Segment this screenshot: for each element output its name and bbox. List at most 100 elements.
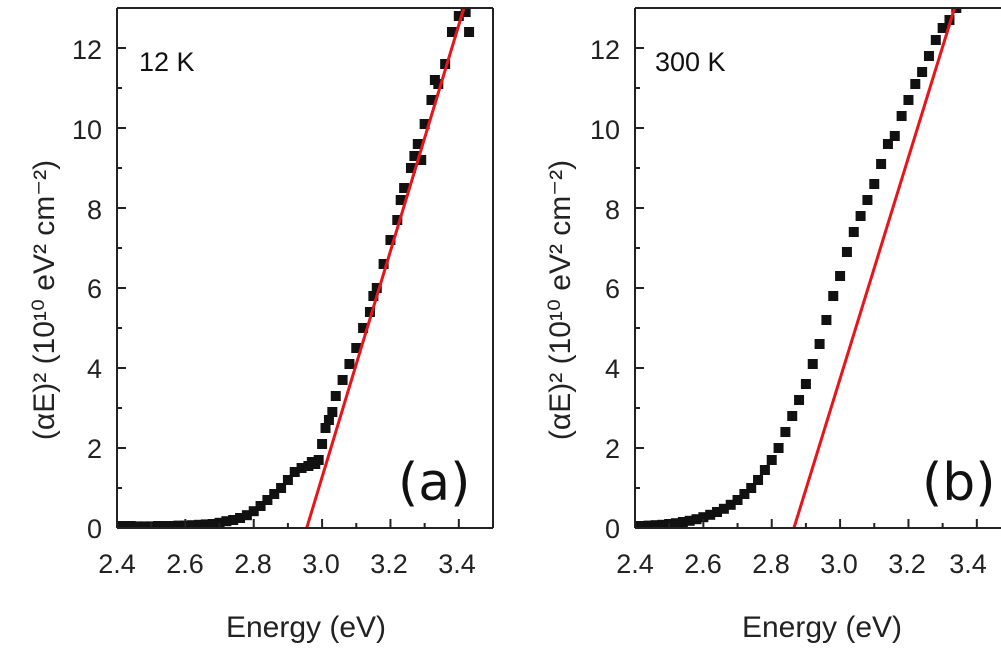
panel-a-data-point [118, 521, 129, 528]
panel-a-data-point [262, 495, 273, 505]
panel-a-data-point [320, 423, 331, 433]
panel-b-xtick: 2.6 [684, 549, 722, 579]
panel-a-xtick: 2.6 [166, 549, 204, 579]
panel-a-data-point [412, 139, 423, 149]
panel-b-ylabel: (αE)² (10¹⁰ eV² cm⁻²) [544, 160, 577, 440]
panel-a-data-point [464, 27, 475, 37]
panel-a-data-point [433, 79, 444, 89]
panel-b-data-point [739, 489, 750, 499]
panel-a-data-point [426, 95, 437, 105]
panel-a-data-point [337, 375, 348, 385]
panel-a-ytick: 0 [87, 514, 102, 544]
panel-a-data-point [378, 259, 389, 269]
panel-b-ytick: 6 [605, 274, 620, 304]
panel-b-data-point [828, 291, 839, 301]
panel-b-data-point [855, 211, 866, 221]
panel-b-data-point [753, 475, 764, 485]
panel-a-data-point [194, 519, 205, 528]
panel-b-xtick: 3.4 [949, 549, 987, 579]
panel-b-data-point [807, 359, 818, 369]
panel-b-data-point [650, 520, 661, 528]
panel-a-data-point [453, 11, 464, 21]
panel-b-data-point [636, 521, 647, 528]
panel-b: (αE)² (10¹⁰ eV² cm⁻²) 0 2 4 6 8 10 12 2.… [544, 7, 1001, 644]
panel-b-data-point [848, 227, 859, 237]
panel-a-data-point [440, 59, 451, 69]
panel-b-data-point [671, 518, 682, 528]
panel-a-ytick: 10 [72, 115, 102, 145]
panel-b-ytick: 12 [590, 35, 620, 65]
panel-a-data-point [330, 391, 341, 401]
panel-a-data-point [125, 521, 136, 528]
panel-a-data-point [289, 467, 300, 477]
panel-b-ytick: 2 [605, 434, 620, 464]
panel-a-ytick: 8 [87, 195, 102, 225]
panel-a-data-point [200, 519, 211, 528]
panel-a-annotation: 12 K [139, 47, 195, 77]
panel-b-fit-line [792, 8, 957, 528]
panel-b-data-point [794, 395, 805, 405]
panel-b-data-point [643, 520, 654, 528]
panel-a-data-point [282, 475, 293, 485]
panel-a-data-point [269, 489, 280, 499]
panel-b-data-point [910, 79, 921, 89]
panel-a-data-point [241, 510, 252, 521]
panel-a-data-point [368, 291, 379, 301]
panel-b-data-point [876, 159, 887, 169]
panel-b-data-point [780, 427, 791, 437]
panel-a-data-point [460, 8, 471, 17]
panel-b-xlabel: Energy (eV) [742, 611, 902, 644]
panel-a-data-point [409, 151, 420, 161]
panel-b-data-point [937, 23, 948, 33]
panel-b-plot-area [635, 8, 962, 528]
panel-a-data-point [351, 343, 362, 353]
panel-a-data-point [416, 155, 427, 165]
panel-b-data-point [712, 507, 723, 517]
panel-b-data-point [889, 131, 900, 141]
panel-b-xtick: 3.0 [820, 549, 858, 579]
panel-a-data-point [296, 463, 307, 473]
panel-b-data-point [759, 465, 770, 475]
panel-a-label: (a) [398, 453, 470, 513]
panel-b-data-point [787, 411, 798, 421]
panel-a-data-point [371, 283, 382, 293]
panel-b-data-point [766, 455, 777, 465]
panel-a-data-point [392, 215, 403, 225]
panel-a-data-point [214, 517, 225, 528]
panel-a-ylabel: (αE)² (10¹⁰ eV² cm⁻²) [28, 160, 61, 440]
panel-b-xtick: 3.2 [888, 549, 926, 579]
panel-b-annotation: 300 K [655, 47, 726, 77]
panel-b-data-point [930, 35, 941, 45]
panel-a-data-point [235, 513, 246, 523]
panel-a: (αE)² (10¹⁰ eV² cm⁻²) 0 2 4 6 8 10 12 2.… [28, 7, 494, 644]
panel-a-ytick: 4 [87, 354, 102, 384]
panel-a-data-point [207, 519, 218, 528]
panel-b-data-point [691, 514, 702, 525]
panel-b-label: (b) [922, 453, 996, 513]
panel-a-data-point [327, 407, 338, 417]
panel-a-data-point [317, 439, 328, 449]
panel-a-ytick: 6 [87, 274, 102, 304]
panel-b-ytick: 4 [605, 354, 620, 384]
panel-b-data-point [684, 515, 695, 526]
panel-b-data-point [862, 195, 873, 205]
panel-a-fit-line [305, 8, 466, 528]
panel-b-ytick: 8 [605, 195, 620, 225]
panel-b-data-point [882, 139, 893, 149]
panel-b-data-point [896, 111, 907, 121]
panel-a-ytick: 2 [87, 434, 102, 464]
panel-a-data-point [159, 521, 170, 528]
panel-b-data-point [705, 509, 716, 520]
panel-b-data-point [773, 443, 784, 453]
panel-b-data-point [718, 503, 729, 514]
panel-a-data-point [221, 516, 232, 527]
panel-a-data-point [419, 119, 430, 129]
panel-a-data-point [139, 521, 150, 528]
panel-a-ytick: 12 [72, 35, 102, 65]
panel-a-data-point [344, 359, 355, 369]
panel-a-data-point [364, 307, 375, 317]
panel-a-xtick: 2.8 [234, 549, 272, 579]
panel-a-data-point [385, 235, 396, 245]
panel-b-ytick: 10 [590, 115, 620, 145]
